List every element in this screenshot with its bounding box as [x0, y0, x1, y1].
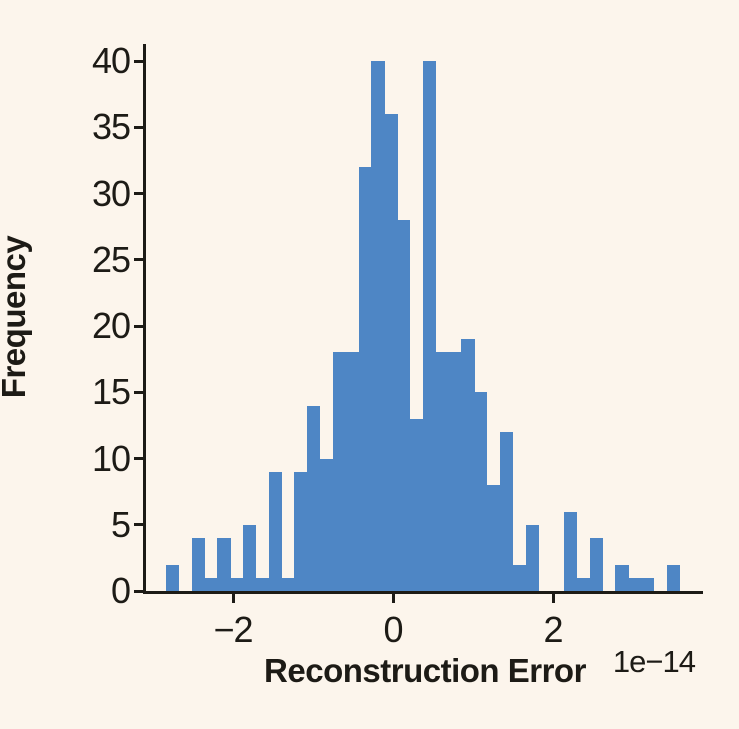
histogram-bar: [204, 577, 218, 591]
histogram-bar: [499, 432, 514, 591]
histogram-bar: [422, 60, 437, 591]
histogram-bar: [615, 564, 629, 591]
histogram-bar: [332, 352, 347, 591]
histogram-bar: [435, 352, 449, 591]
histogram-bar: [371, 60, 385, 591]
histogram-bar: [589, 538, 603, 591]
y-tick-mark: [134, 390, 143, 394]
x-tick-label: 0: [383, 609, 403, 650]
histogram-bar: [255, 577, 270, 591]
y-tick-label: 15: [91, 371, 131, 413]
y-tick-label: 40: [91, 40, 131, 81]
histogram-bar: [230, 577, 244, 591]
x-tick-label: 2: [543, 609, 563, 650]
x-axis-label: Reconstruction Error: [264, 652, 586, 689]
histogram-bar: [409, 418, 424, 591]
y-tick-mark: [134, 324, 143, 328]
histogram-bar: [384, 113, 398, 591]
histogram-bar: [345, 352, 359, 591]
y-tick-label: 30: [91, 172, 131, 214]
histogram-bar: [358, 166, 372, 591]
histogram-bar: [397, 219, 411, 591]
histogram-bar: [191, 538, 205, 591]
histogram-bar: [474, 392, 488, 591]
x-axis-offset-label: 1e−14: [612, 644, 696, 679]
histogram-bar: [268, 471, 282, 591]
x-tick-mark: [391, 594, 395, 603]
y-tick-label: 20: [91, 305, 131, 346]
x-tick-label: −2: [213, 609, 253, 650]
histogram-bar: [448, 352, 462, 591]
histogram-bar: [294, 471, 308, 591]
histogram-bar: [576, 577, 591, 591]
y-tick-mark: [134, 258, 143, 262]
histogram-bar: [564, 511, 578, 591]
histogram-bar: [525, 524, 539, 591]
y-tick-label: 0: [110, 570, 131, 611]
y-axis-spine: [143, 44, 146, 594]
histogram-bar: [217, 538, 231, 591]
y-tick-label: 25: [91, 238, 131, 280]
histogram-bar: [512, 564, 526, 591]
histogram-bar: [281, 577, 295, 591]
y-tick-mark: [134, 457, 143, 460]
x-axis-spine: [143, 591, 703, 594]
y-tick-mark: [134, 59, 143, 63]
y-tick-mark: [134, 523, 143, 527]
histogram-bar: [243, 524, 257, 591]
y-tick-mark: [134, 589, 143, 593]
histogram-bar: [628, 577, 642, 591]
histogram-bar: [307, 405, 321, 591]
histogram-bar: [666, 564, 680, 591]
histogram-bar: [487, 485, 501, 591]
y-tick-mark: [134, 125, 143, 129]
y-tick-mark: [134, 192, 143, 195]
x-tick-mark: [551, 594, 555, 603]
plot-area: [146, 44, 700, 591]
x-tick-mark: [231, 594, 235, 603]
y-tick-label: 5: [110, 503, 131, 545]
histogram-bar: [641, 577, 655, 591]
y-tick-label: 10: [91, 437, 131, 479]
y-tick-label: 35: [91, 106, 131, 148]
histogram-bar: [320, 458, 334, 591]
histogram-bar: [166, 564, 180, 591]
histogram-bar: [461, 339, 475, 591]
